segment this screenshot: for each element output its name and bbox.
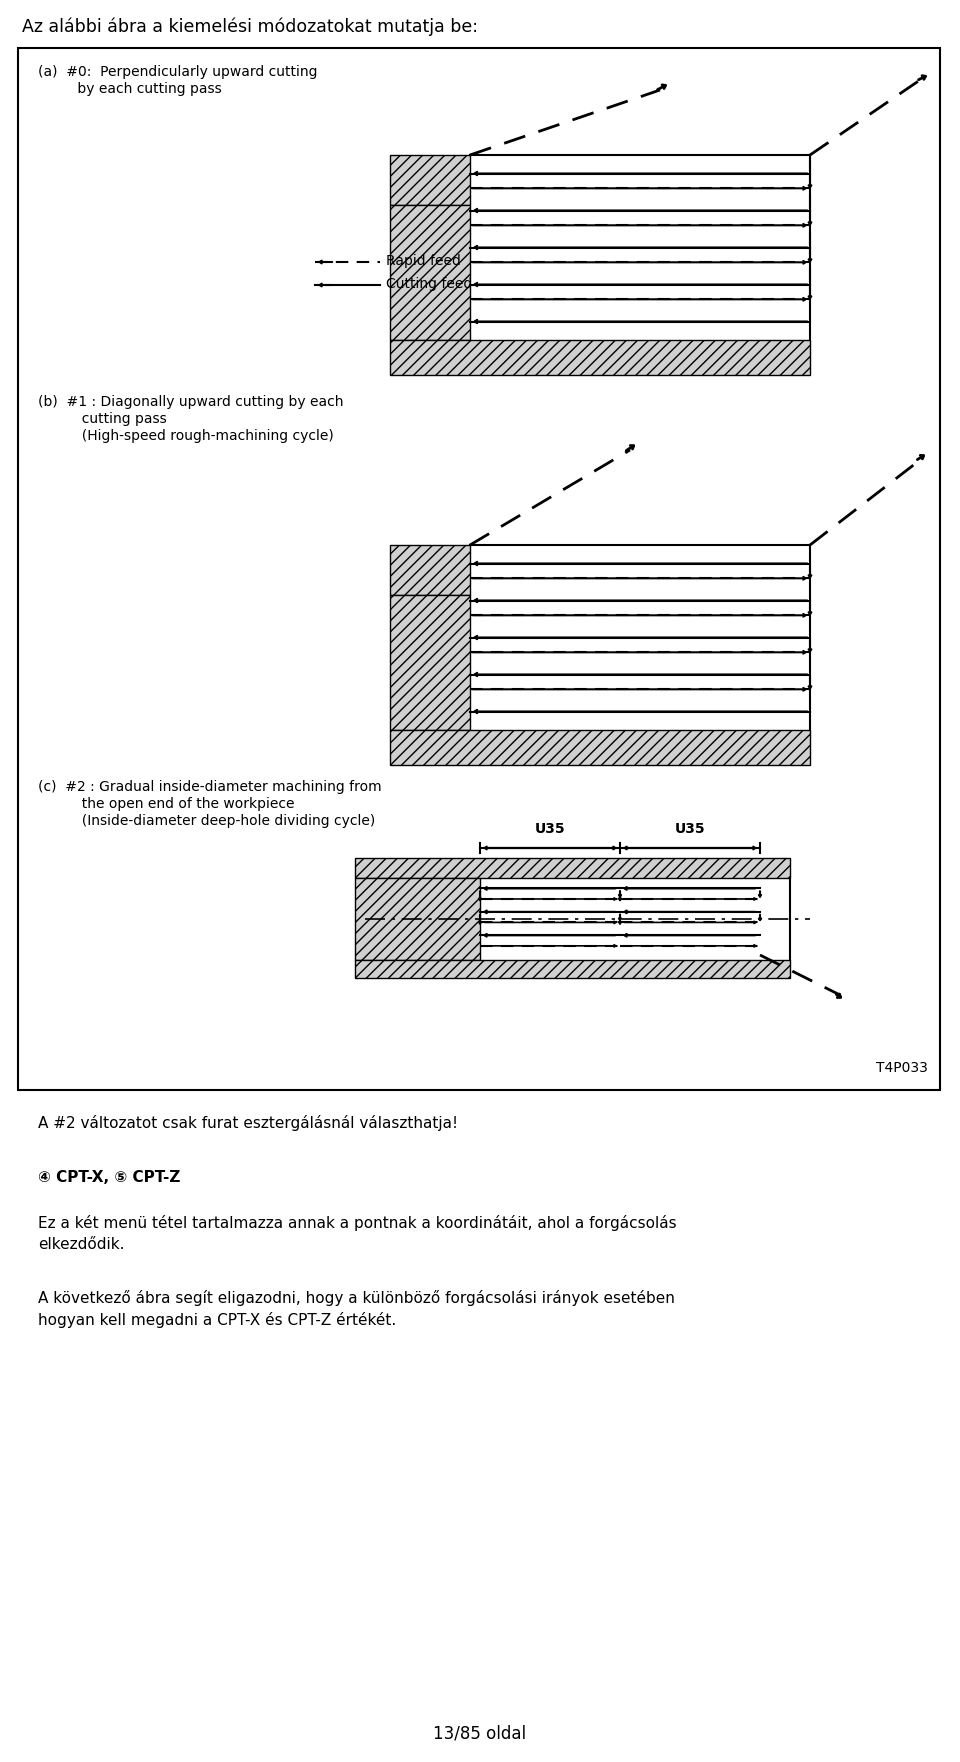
Bar — [18, 48, 940, 1091]
Text: (b)  #1 : Diagonally upward cutting by each: (b) #1 : Diagonally upward cutting by ea… — [38, 395, 344, 409]
Text: (a)  #0:  Perpendicularly upward cutting: (a) #0: Perpendicularly upward cutting — [38, 65, 318, 79]
Bar — [390, 204, 470, 340]
Text: 13/85 oldal: 13/85 oldal — [433, 1723, 527, 1743]
Text: T4P033: T4P033 — [876, 1061, 928, 1075]
Text: A következő ábra segít eligazodni, hogy a különböző forgácsolási irányok esetébe: A következő ábra segít eligazodni, hogy … — [38, 1290, 675, 1306]
Text: A #2 változatot csak furat esztergálásnál választhatja!: A #2 változatot csak furat esztergálásná… — [38, 1115, 458, 1131]
Text: hogyan kell megadni a CPT-X és CPT-Z értékét.: hogyan kell megadni a CPT-X és CPT-Z ért… — [38, 1313, 396, 1329]
Text: the open end of the workpiece: the open end of the workpiece — [38, 796, 295, 811]
Text: Ez a két menü tétel tartalmazza annak a pontnak a koordinátáit, ahol a forgácsol: Ez a két menü tétel tartalmazza annak a … — [38, 1216, 677, 1232]
Text: U35: U35 — [675, 823, 706, 835]
Text: Cutting feed: Cutting feed — [386, 277, 472, 291]
Bar — [390, 544, 470, 596]
Text: (High-speed rough-machining cycle): (High-speed rough-machining cycle) — [38, 428, 334, 442]
Text: (c)  #2 : Gradual inside-diameter machining from: (c) #2 : Gradual inside-diameter machini… — [38, 781, 382, 795]
Text: ④ CPT-X, ⑤ CPT-Z: ④ CPT-X, ⑤ CPT-Z — [38, 1170, 180, 1186]
Bar — [390, 155, 470, 204]
Bar — [390, 596, 470, 729]
Text: elkezdődik.: elkezdődik. — [38, 1237, 125, 1253]
Bar — [355, 858, 790, 877]
Text: by each cutting pass: by each cutting pass — [38, 83, 222, 95]
Text: Az alábbi ábra a kiemelési módozatokat mutatja be:: Az alábbi ábra a kiemelési módozatokat m… — [22, 18, 478, 37]
Text: U35: U35 — [535, 823, 565, 835]
Bar — [355, 877, 480, 960]
Bar — [355, 960, 790, 978]
Bar — [390, 729, 810, 765]
Text: Rapid feed: Rapid feed — [386, 254, 461, 268]
Text: (Inside-diameter deep-hole dividing cycle): (Inside-diameter deep-hole dividing cycl… — [38, 814, 375, 828]
Bar — [390, 340, 810, 375]
Text: cutting pass: cutting pass — [38, 412, 167, 426]
